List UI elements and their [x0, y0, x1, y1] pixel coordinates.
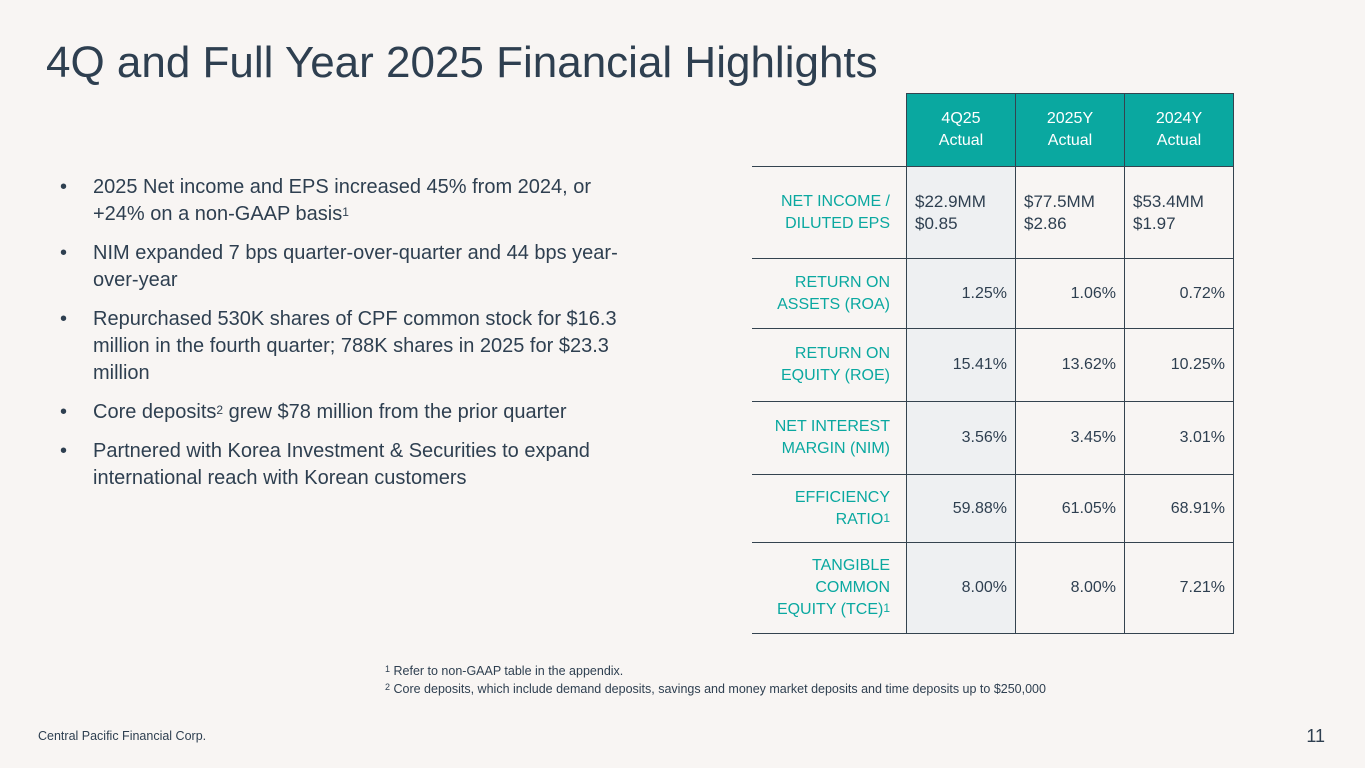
- cell: $53.4MM $1.97: [1124, 166, 1234, 259]
- cell: 3.45%: [1015, 401, 1125, 475]
- row-label: RETURN ON ASSETS (ROA): [752, 258, 907, 329]
- footnote: 2 Core deposits, which include demand de…: [385, 682, 1046, 696]
- bullet-item: Core deposits2 grew $78 million from the…: [60, 399, 640, 426]
- table-row: NET INTEREST MARGIN (NIM) 3.56% 3.45% 3.…: [752, 401, 1234, 475]
- bullet-item: Repurchased 530K shares of CPF common st…: [60, 306, 640, 387]
- cell: 7.21%: [1124, 542, 1234, 634]
- cell: 3.01%: [1124, 401, 1234, 475]
- cell: 61.05%: [1015, 474, 1125, 543]
- table-row: TANGIBLE COMMON EQUITY (TCE)1 8.00% 8.00…: [752, 542, 1234, 634]
- company-footer: Central Pacific Financial Corp.: [38, 729, 207, 743]
- table-row: RETURN ON EQUITY (ROE) 15.41% 13.62% 10.…: [752, 328, 1234, 402]
- cell: 8.00%: [1015, 542, 1125, 634]
- table-row: RETURN ON ASSETS (ROA) 1.25% 1.06% 0.72%: [752, 258, 1234, 329]
- cell: 3.56%: [906, 401, 1016, 475]
- table-row: NET INCOME / DILUTED EPS $22.9MM $0.85 $7…: [752, 166, 1234, 259]
- row-label: NET INTEREST MARGIN (NIM): [752, 401, 907, 475]
- cell: 68.91%: [1124, 474, 1234, 543]
- cell: 15.41%: [906, 328, 1016, 402]
- cell: 1.25%: [906, 258, 1016, 329]
- cell: 13.62%: [1015, 328, 1125, 402]
- cell: 10.25%: [1124, 328, 1234, 402]
- page-title: 4Q and Full Year 2025 Financial Highligh…: [46, 38, 878, 87]
- row-label: RETURN ON EQUITY (ROE): [752, 328, 907, 402]
- table-row: EFFICIENCY RATIO1 59.88% 61.05% 68.91%: [752, 474, 1234, 543]
- cell: $22.9MM $0.85: [906, 166, 1016, 259]
- header-2024y: 2024Y Actual: [1124, 93, 1234, 167]
- bullet-item: 2025 Net income and EPS increased 45% fr…: [60, 174, 640, 228]
- cell: 59.88%: [906, 474, 1016, 543]
- row-label: TANGIBLE COMMON EQUITY (TCE)1: [752, 542, 907, 634]
- bullet-item: NIM expanded 7 bps quarter-over-quarter …: [60, 240, 640, 294]
- highlights-list: 2025 Net income and EPS increased 45% fr…: [60, 174, 640, 504]
- header-blank: [752, 93, 907, 167]
- footnote: 1 Refer to non-GAAP table in the appendi…: [385, 664, 624, 678]
- cell: 0.72%: [1124, 258, 1234, 329]
- table-header-row: 4Q25 Actual 2025Y Actual 2024Y Actual: [752, 93, 1234, 167]
- bullet-item: Partnered with Korea Investment & Securi…: [60, 438, 640, 492]
- cell: 1.06%: [1015, 258, 1125, 329]
- row-label: EFFICIENCY RATIO1: [752, 474, 907, 543]
- header-2025y: 2025Y Actual: [1015, 93, 1125, 167]
- row-label: NET INCOME / DILUTED EPS: [752, 166, 907, 259]
- highlights-table: 4Q25 Actual 2025Y Actual 2024Y Actual NET I…: [752, 93, 1234, 634]
- page-number: 11: [1306, 726, 1325, 746]
- footnotes: 1 Refer to non-GAAP table in the appendi…: [385, 662, 1065, 698]
- cell: $77.5MM $2.86: [1015, 166, 1125, 259]
- cell: 8.00%: [906, 542, 1016, 634]
- header-4q25: 4Q25 Actual: [906, 93, 1016, 167]
